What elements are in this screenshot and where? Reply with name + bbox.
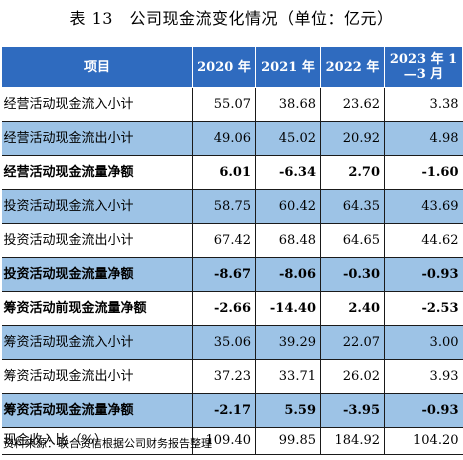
value-cell: 39.29 <box>255 325 321 360</box>
value-cell: 55.07 <box>192 87 256 122</box>
value-cell: 23.62 <box>320 87 385 122</box>
value-cell: 49.06 <box>192 121 256 156</box>
value-cell: -0.93 <box>384 257 463 292</box>
table-row: 经营活动现金流量净额 6.01 -6.34 2.70 -1.60 <box>1 155 463 190</box>
value-cell: -0.93 <box>384 393 463 428</box>
table-row: 经营活动现金流出小计 49.06 45.02 20.92 4.98 <box>1 121 463 156</box>
value-cell: 184.92 <box>320 427 385 455</box>
value-cell: 60.42 <box>255 189 321 224</box>
value-cell: 99.85 <box>255 427 321 455</box>
value-cell: 58.75 <box>192 189 256 224</box>
value-cell: 3.38 <box>384 87 463 122</box>
table-row: 筹资活动前现金流量净额 -2.66 -14.40 2.40 -2.53 <box>1 291 463 326</box>
row-label: 经营活动现金流入小计 <box>1 87 193 122</box>
header-item: 项目 <box>1 46 193 88</box>
table-row: 筹资活动现金流出小计 37.23 33.71 26.02 3.93 <box>1 359 463 394</box>
row-label: 投资活动现金流出小计 <box>1 223 193 258</box>
value-cell: 26.02 <box>320 359 385 394</box>
value-cell: -2.53 <box>384 291 463 326</box>
table-row: 现金收入比（%） 109.40 99.85 184.92 104.20 <box>1 427 463 455</box>
value-cell: 45.02 <box>255 121 321 156</box>
value-cell: 2.70 <box>320 155 385 190</box>
header-2022: 2022 年 <box>320 46 385 88</box>
value-cell: 67.42 <box>192 223 256 258</box>
row-label: 筹资活动前现金流量净额 <box>1 291 193 326</box>
cash-flow-table: 项目 2020 年 2021 年 2022 年 2023 年 1—3 月 经营活… <box>1 46 463 455</box>
value-cell: -8.67 <box>192 257 256 292</box>
value-cell: 6.01 <box>192 155 256 190</box>
value-cell: -6.34 <box>255 155 321 190</box>
table-row: 投资活动现金流入小计 58.75 60.42 64.35 43.69 <box>1 189 463 224</box>
value-cell: 5.59 <box>255 393 321 428</box>
row-label: 筹资活动现金流出小计 <box>1 359 193 394</box>
table-title: 表 13 公司现金流变化情况（单位：亿元） <box>69 9 394 28</box>
value-cell: 109.40 <box>192 427 256 455</box>
table-row: 投资活动现金流量净额 -8.67 -8.06 -0.30 -0.93 <box>1 257 463 292</box>
value-cell: 64.65 <box>320 223 385 258</box>
value-cell: 4.98 <box>384 121 463 156</box>
value-cell: 43.69 <box>384 189 463 224</box>
value-cell: 20.92 <box>320 121 385 156</box>
table-row: 经营活动现金流入小计 55.07 38.68 23.62 3.38 <box>1 87 463 122</box>
value-cell: -2.17 <box>192 393 256 428</box>
value-cell: 22.07 <box>320 325 385 360</box>
value-cell: -2.66 <box>192 291 256 326</box>
value-cell: 104.20 <box>384 427 463 455</box>
header-2023-q1: 2023 年 1—3 月 <box>384 46 463 88</box>
value-cell: 38.68 <box>255 87 321 122</box>
row-label: 投资活动现金流入小计 <box>1 189 193 224</box>
row-label: 经营活动现金流量净额 <box>1 155 193 190</box>
table-row: 筹资活动现金流量净额 -2.17 5.59 -3.95 -0.93 <box>1 393 463 428</box>
row-label: 筹资活动现金流量净额 <box>1 393 193 428</box>
header-2020: 2020 年 <box>192 46 256 88</box>
value-cell: 33.71 <box>255 359 321 394</box>
value-cell: 64.35 <box>320 189 385 224</box>
table-row: 投资活动现金流出小计 67.42 68.48 64.65 44.62 <box>1 223 463 258</box>
table-header-row: 项目 2020 年 2021 年 2022 年 2023 年 1—3 月 <box>1 46 463 88</box>
value-cell: -1.60 <box>384 155 463 190</box>
value-cell: 44.62 <box>384 223 463 258</box>
value-cell: 3.00 <box>384 325 463 360</box>
value-cell: 35.06 <box>192 325 256 360</box>
row-label: 筹资活动现金流入小计 <box>1 325 193 360</box>
row-label: 经营活动现金流出小计 <box>1 121 193 156</box>
row-label: 投资活动现金流量净额 <box>1 257 193 292</box>
header-2021: 2021 年 <box>255 46 321 88</box>
source-note: 资料来源：联合资信根据公司财务报告整理 <box>3 437 212 450</box>
value-cell: -0.30 <box>320 257 385 292</box>
value-cell: 2.40 <box>320 291 385 326</box>
row-label: 现金收入比（%） <box>1 427 193 455</box>
value-cell: 68.48 <box>255 223 321 258</box>
table-row: 筹资活动现金流入小计 35.06 39.29 22.07 3.00 <box>1 325 463 360</box>
value-cell: 3.93 <box>384 359 463 394</box>
value-cell: -14.40 <box>255 291 321 326</box>
value-cell: -3.95 <box>320 393 385 428</box>
value-cell: 37.23 <box>192 359 256 394</box>
value-cell: -8.06 <box>255 257 321 292</box>
